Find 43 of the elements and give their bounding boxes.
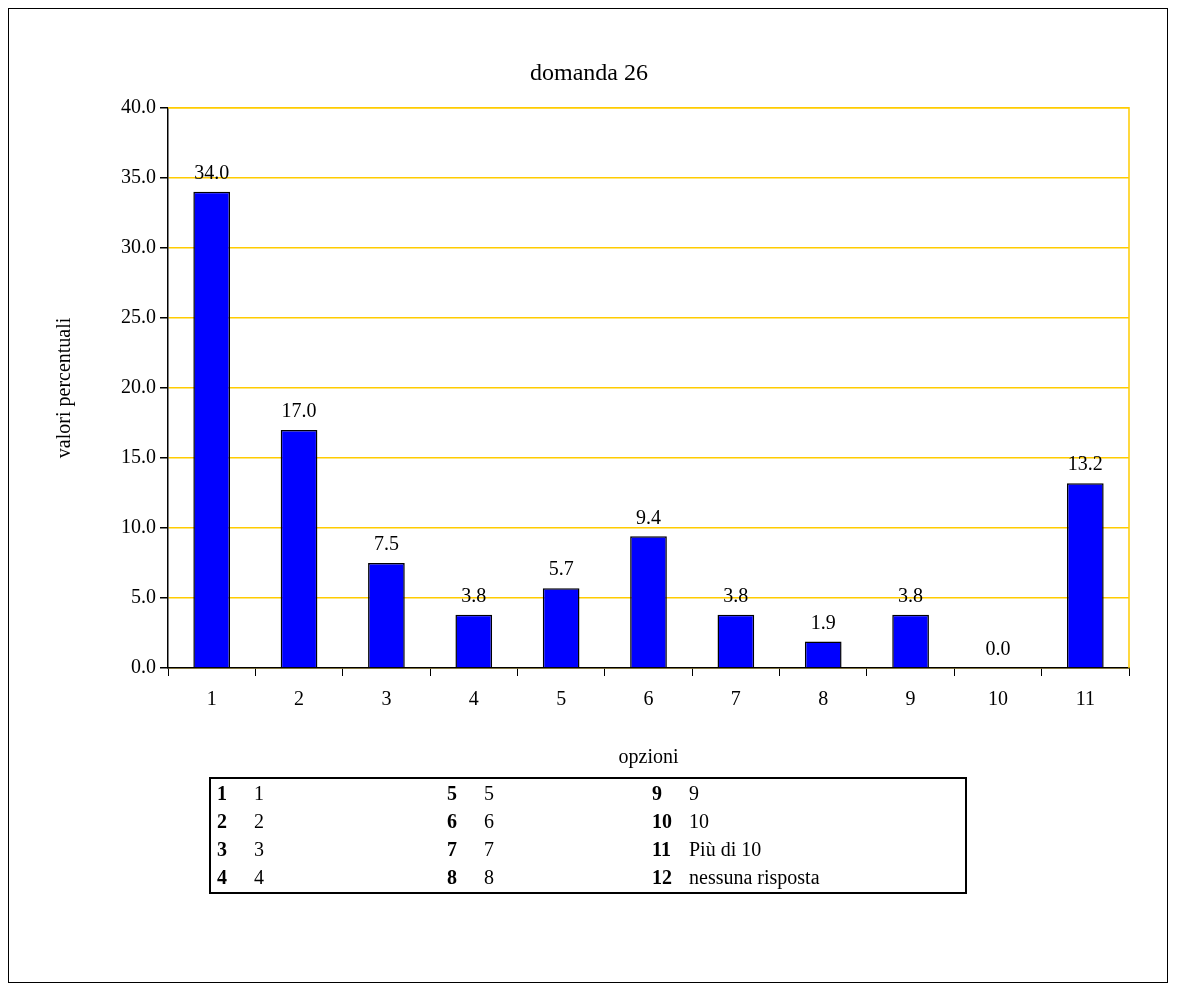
data-label: 17.0	[281, 399, 317, 422]
text: 5 5	[447, 781, 494, 804]
y-tick-label: 0.0	[131, 655, 156, 678]
data-label: 7.5	[373, 532, 399, 555]
y-tick-label: 5.0	[131, 585, 156, 608]
y-axis-title: valori percentuali	[52, 317, 76, 459]
x-tick-label: 1	[206, 687, 217, 710]
text: 11	[652, 838, 672, 862]
y-tick-label: 10.0	[121, 515, 156, 538]
x-tick-label: 7	[730, 687, 741, 710]
text: 6 6	[447, 809, 494, 832]
text: 8 8	[447, 866, 494, 889]
x-tick-label: 4	[468, 687, 479, 710]
x-tick-label: 11	[1075, 687, 1095, 710]
data-label: 0.0	[985, 637, 1011, 660]
text: 12 nessuna risposta	[652, 866, 821, 890]
x-tick-label: 8	[818, 687, 829, 710]
text: 2 2	[217, 809, 264, 832]
text: Più di 10	[689, 838, 762, 861]
data-label: 1.9	[810, 610, 836, 633]
chart-title: domanda 26	[530, 58, 648, 85]
text: 1 1	[217, 781, 264, 804]
x-tick-label: 6	[643, 687, 654, 710]
x-tick-label: 9	[905, 687, 916, 710]
text: 9 9	[652, 781, 699, 804]
text: 3 3	[217, 838, 264, 861]
y-tick-label: 15.0	[121, 445, 156, 468]
data-label: 9.4	[636, 505, 661, 528]
x-tick-label: 10	[987, 687, 1008, 710]
data-label: 5.7	[548, 557, 574, 580]
y-tick-label: 40.0	[121, 95, 156, 118]
x-axis-title: opzioni	[618, 745, 679, 769]
data-label: 13.2	[1067, 452, 1103, 475]
text: 4 4	[217, 866, 264, 889]
y-tick-label: 25.0	[121, 305, 156, 328]
text: 10 10	[652, 809, 710, 833]
y-tick-label: 35.0	[121, 165, 156, 188]
x-tick-label: 2	[294, 687, 305, 710]
y-tick-label: 20.0	[121, 375, 156, 398]
y-tick-label: 30.0	[121, 235, 156, 258]
x-tick-label: 3	[381, 687, 392, 710]
text: 7 7	[447, 838, 494, 861]
x-tick-label: 5	[556, 687, 567, 710]
